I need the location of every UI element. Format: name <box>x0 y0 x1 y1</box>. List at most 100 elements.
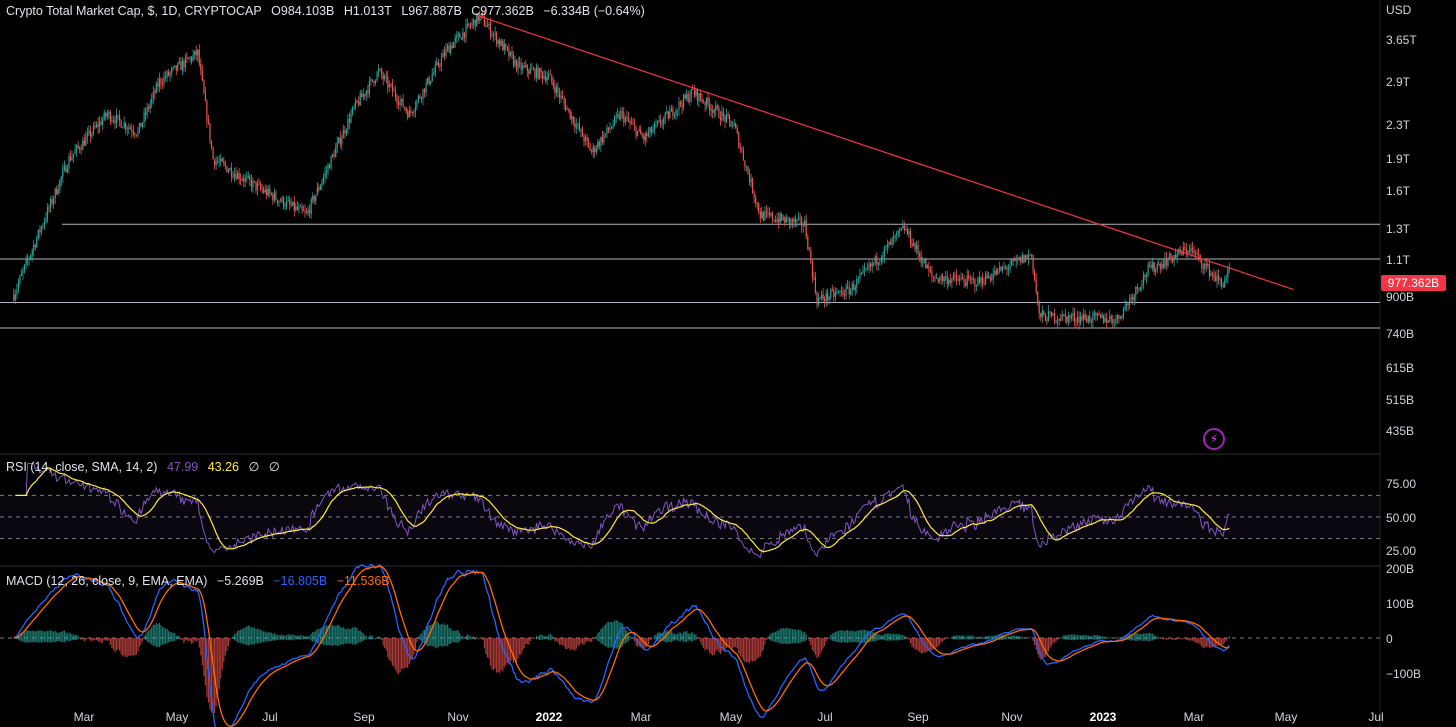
candle-body <box>825 292 827 302</box>
lightning-icon[interactable]: ⚡ <box>1203 428 1225 450</box>
macd-histogram-bar <box>246 626 248 645</box>
open-value: O984.103B <box>271 4 335 18</box>
rsi-extra-2: ∅ <box>268 460 280 474</box>
candle-body <box>149 103 151 109</box>
macd-histogram-bar <box>922 638 924 654</box>
macd-histogram-bar <box>451 630 453 643</box>
macd-histogram-bar <box>322 626 324 645</box>
candle-body <box>885 246 887 248</box>
candle-body <box>647 132 649 137</box>
macd-histogram-bar <box>489 638 492 666</box>
macd-histogram-bar <box>839 630 841 643</box>
candle-body <box>1070 316 1072 318</box>
macd-histogram-bar <box>784 628 786 644</box>
candle-body <box>500 40 502 46</box>
candle-body <box>853 284 855 291</box>
candle-body <box>253 180 255 182</box>
candle-body <box>954 275 956 276</box>
macd-histogram-bar <box>138 638 141 647</box>
candle-body <box>355 100 357 107</box>
macd-histogram-bar <box>1012 635 1014 640</box>
macd-histogram-bar <box>1106 637 1108 639</box>
macd-histogram-bar <box>258 628 260 644</box>
macd-histogram-bar <box>951 637 953 639</box>
macd-histogram-bar <box>115 638 118 651</box>
candle-body <box>273 192 275 201</box>
macd-histogram-bar <box>519 638 521 655</box>
candle-body <box>1121 316 1123 318</box>
candle-body <box>794 218 797 223</box>
macd-histogram-bar <box>623 627 625 645</box>
candle-body <box>1193 249 1195 254</box>
macd-histogram-bar <box>529 638 531 641</box>
candle-body <box>45 218 47 222</box>
candle-body <box>471 22 473 26</box>
macd-histogram-bar <box>171 632 173 642</box>
macd-histogram-bar <box>310 634 312 641</box>
macd-histogram-bar <box>781 628 783 644</box>
macd-histogram-bar <box>1170 638 1172 639</box>
macd-histogram-bar <box>1067 634 1069 640</box>
candle-body <box>609 128 611 131</box>
candle-body <box>483 16 485 26</box>
macd-histogram-bar <box>837 630 839 643</box>
macd-histogram-bar <box>180 638 182 641</box>
macd-histogram-bar <box>859 630 861 643</box>
macd-histogram-bar <box>201 638 203 665</box>
candle-body <box>1195 253 1197 255</box>
macd-histogram-bar <box>588 638 590 641</box>
candle-body <box>385 76 387 77</box>
candle-body <box>920 256 922 263</box>
candle-body <box>581 129 584 137</box>
macd-histogram-bar <box>643 638 645 650</box>
macd-histogram-bar <box>768 635 771 640</box>
macd-histogram-bar <box>76 634 78 640</box>
macd-histogram-bar <box>191 638 193 644</box>
macd-histogram-bar <box>1083 634 1085 640</box>
candle-body <box>702 101 705 103</box>
candle-body <box>416 100 418 108</box>
candle-body <box>798 217 800 220</box>
candle-body <box>466 23 469 25</box>
macd-histogram-bar <box>842 630 844 643</box>
macd-histogram-bar <box>131 638 133 656</box>
candle-body <box>460 37 462 40</box>
candle-body <box>443 52 446 56</box>
time-tick: Sep <box>353 710 375 724</box>
macd-histogram-bar <box>247 625 249 646</box>
candle-body <box>427 77 429 84</box>
macd-histogram-bar <box>511 638 513 660</box>
candle-body <box>592 146 594 153</box>
candle-body <box>210 141 213 148</box>
candle-body <box>1184 247 1186 249</box>
candle-body <box>523 65 525 67</box>
candle-body <box>650 127 652 133</box>
rsi-tick: 25.00 <box>1386 544 1417 558</box>
candle-body <box>459 34 461 38</box>
macd-histogram-bar <box>882 635 884 640</box>
candle-body <box>433 72 435 75</box>
macd-histogram-bar <box>123 638 125 656</box>
candle-body <box>1198 254 1200 256</box>
macd-histogram-bar <box>653 635 656 640</box>
macd-histogram-bar <box>942 638 944 642</box>
candle-body <box>1083 314 1085 321</box>
macd-histogram-bar <box>79 637 81 639</box>
candle-body <box>834 293 836 297</box>
macd-histogram-bar <box>713 638 715 655</box>
candle-body <box>299 206 301 208</box>
candle-body <box>683 95 685 108</box>
candle-body <box>402 98 404 108</box>
macd-histogram-bar <box>1076 634 1079 640</box>
candle-body <box>831 290 833 291</box>
candle-body <box>60 176 62 181</box>
candle-body <box>256 183 259 190</box>
macd-histogram-bar <box>945 638 947 639</box>
macd-histogram-bar <box>37 630 39 643</box>
candle-body <box>1031 254 1033 256</box>
candle-body <box>676 109 679 111</box>
candle-body <box>771 213 774 220</box>
candle-body <box>287 200 289 202</box>
candle-body <box>198 49 200 64</box>
macd-histogram-bar <box>393 638 395 667</box>
